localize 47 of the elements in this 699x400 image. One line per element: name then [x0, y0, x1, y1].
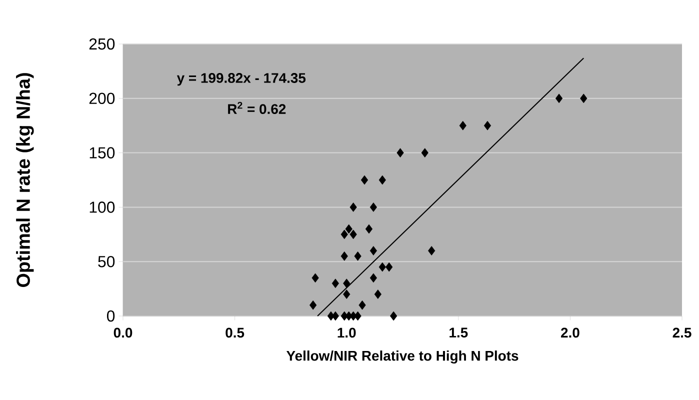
point: [340, 230, 348, 240]
point: [386, 262, 393, 272]
x-tick-label: 0.5: [226, 328, 244, 338]
point: [354, 251, 362, 261]
x-tick-label: 1.5: [450, 328, 468, 338]
y-tick-label: 0: [106, 310, 115, 322]
point: [428, 246, 436, 256]
point: [374, 290, 382, 299]
point: [358, 300, 366, 310]
point: [390, 311, 398, 321]
point: [354, 311, 362, 321]
point: [555, 94, 563, 104]
point: [459, 120, 466, 130]
point: [580, 94, 588, 104]
point: [365, 224, 373, 234]
x-tick-label: 1.0: [338, 328, 356, 338]
point: [421, 148, 428, 158]
point: [343, 290, 350, 299]
x-tick-label: 2.0: [561, 328, 580, 338]
point: [378, 175, 386, 185]
point: [370, 202, 377, 212]
point: [378, 262, 386, 272]
annotation: R$^{2}$ = 0.62: [228, 102, 286, 114]
y-axis-title: Optimal N rate (kg N/ha): [16, 73, 34, 288]
point: [340, 251, 348, 261]
point: [332, 311, 339, 321]
point: [370, 273, 377, 283]
y-tick-label: 150: [90, 147, 115, 158]
y-tick-label: 50: [98, 256, 115, 268]
annotation: y = 199.82x - 174.35: [176, 73, 306, 86]
point: [343, 278, 350, 288]
x-axis-title: Yellow/NIR Relative to High N Plots: [286, 350, 518, 364]
point: [360, 175, 368, 185]
point: [310, 300, 317, 310]
point: [350, 202, 357, 212]
y-tick-label: 200: [89, 92, 115, 104]
y-tick-label: 100: [90, 202, 115, 213]
point: [312, 273, 319, 283]
point: [345, 224, 352, 234]
point: [370, 246, 377, 256]
point: [332, 278, 339, 288]
point: [396, 148, 404, 158]
x-tick-label: 0.0: [114, 328, 132, 338]
y-tick-label: 250: [89, 38, 115, 50]
x-tick-label: 2.5: [672, 328, 692, 338]
point: [350, 230, 357, 240]
point: [484, 120, 492, 130]
